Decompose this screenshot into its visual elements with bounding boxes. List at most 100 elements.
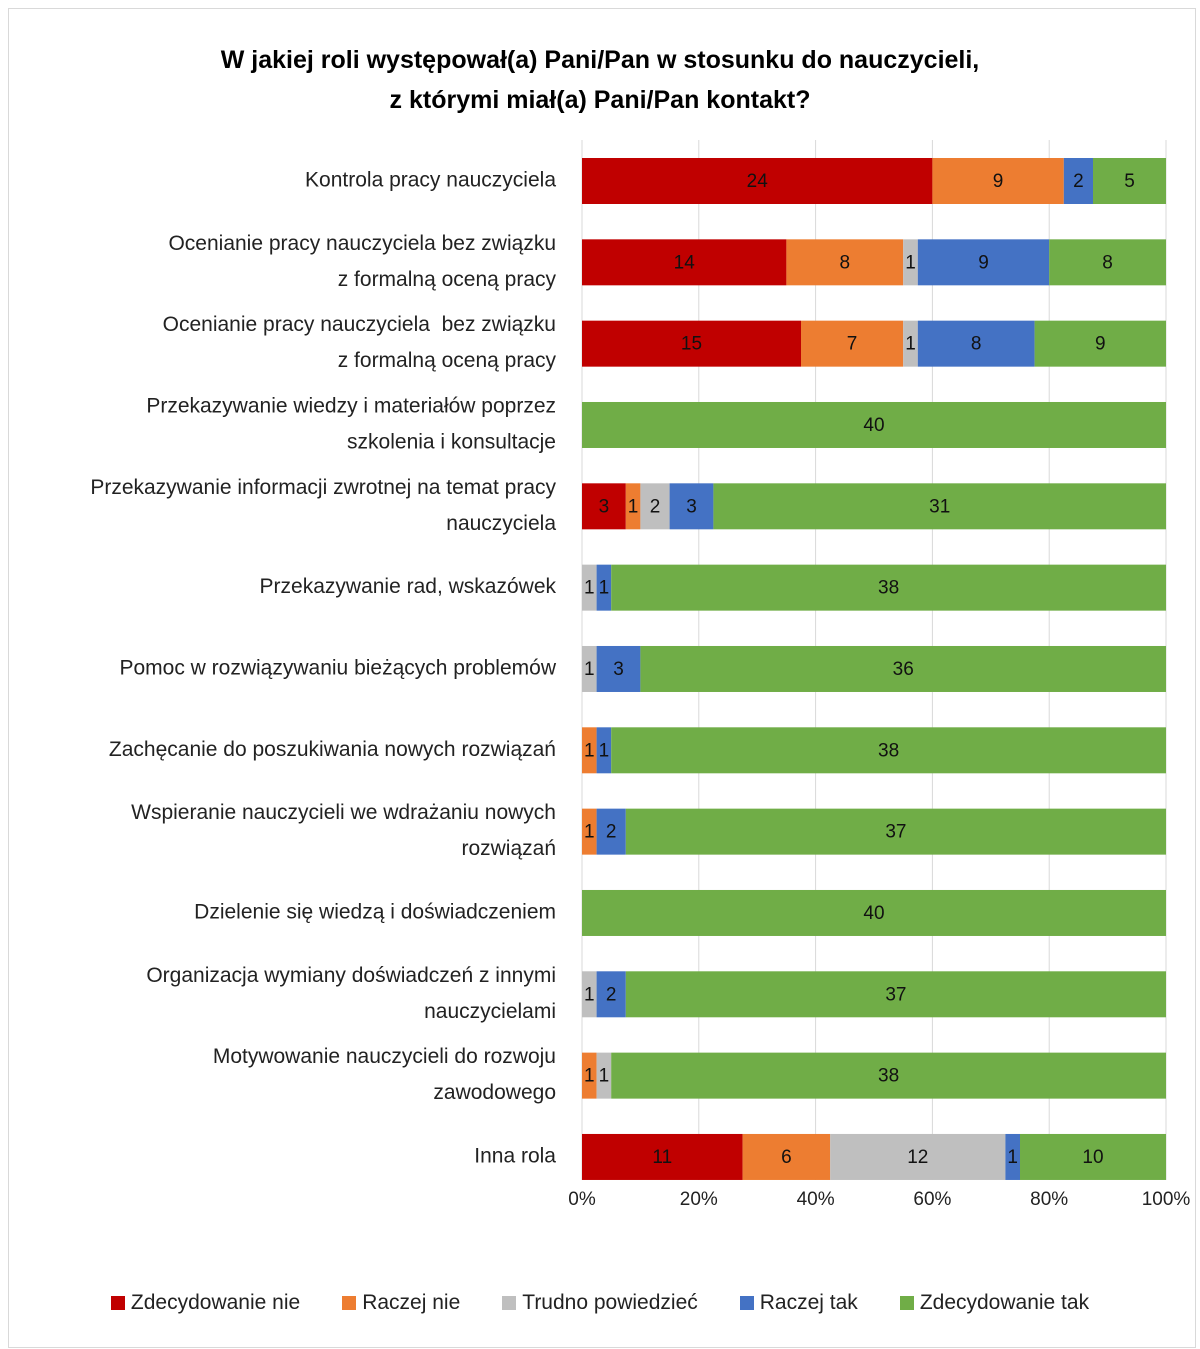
bar-segment — [742, 1133, 831, 1180]
bar-segment — [582, 239, 787, 286]
bar-segment — [932, 158, 1064, 204]
bar-segment — [1093, 158, 1166, 204]
legend-swatch — [502, 1296, 517, 1310]
legend-swatch — [739, 1296, 754, 1310]
bar-segment — [1034, 320, 1166, 367]
category-label: Wspieranie nauczycieli we wdrażaniu nowy… — [131, 801, 556, 824]
bar-segment — [830, 1133, 1006, 1180]
category-label: Motywowanie nauczycieli do rozwoju — [213, 1045, 556, 1068]
data-label: 3 — [613, 659, 624, 680]
data-label: 1 — [599, 578, 610, 599]
category-label: Ocenianie pracy nauczyciela bez związku — [163, 313, 556, 336]
category-label: z formalną oceną pracy — [338, 268, 557, 291]
bar-segment — [669, 483, 714, 530]
bar-segment — [786, 239, 904, 286]
data-label: 2 — [1073, 171, 1084, 192]
x-tick-label: 40% — [797, 1189, 835, 1210]
bar-segment — [917, 320, 1035, 367]
data-label: 38 — [878, 740, 899, 761]
data-label: 15 — [681, 334, 702, 355]
category-label: Przekazywanie informacji zwrotnej na tem… — [90, 476, 556, 499]
category-label: Ocenianie pracy nauczyciela bez związku — [168, 232, 556, 255]
data-label: 8 — [1102, 252, 1113, 273]
legend-label: Zdecydowanie tak — [919, 1291, 1090, 1314]
data-label: 12 — [907, 1147, 928, 1168]
legend-swatch — [110, 1296, 125, 1310]
data-label: 3 — [686, 496, 697, 517]
data-label: 24 — [747, 171, 769, 192]
data-label: 2 — [650, 496, 661, 517]
data-label: 9 — [1095, 334, 1106, 355]
data-label: 1 — [905, 252, 916, 273]
chart-title: W jakiej roli występował(a) Pani/Pan w s… — [0, 40, 1200, 120]
data-label: 10 — [1082, 1147, 1103, 1168]
category-label: Przekazywanie rad, wskazówek — [260, 575, 557, 598]
category-label: Inna rola — [474, 1145, 556, 1168]
data-label: 31 — [929, 496, 950, 517]
legend-label: Zdecydowanie nie — [130, 1291, 301, 1314]
chart-title-line-1: W jakiej roli występował(a) Pani/Pan w s… — [220, 46, 980, 74]
bar-segment — [625, 808, 1166, 855]
bar-segment — [582, 483, 626, 530]
chart-title-line-2: z którymi miał(a) Pani/Pan kontakt? — [389, 86, 811, 114]
data-label: 1 — [584, 659, 595, 680]
bar-segment — [1020, 1133, 1166, 1180]
bar-segment — [596, 808, 626, 855]
bar-segment — [903, 320, 918, 367]
x-tick-label: 80% — [1030, 1189, 1068, 1210]
bar-segment — [917, 239, 1050, 286]
bar-segment — [596, 645, 641, 692]
data-label: 1 — [584, 578, 595, 599]
data-label: 1 — [584, 740, 595, 761]
category-label: Pomoc w rozwiązywaniu bieżących problemó… — [119, 657, 556, 680]
data-label: 2 — [606, 822, 617, 843]
category-label: rozwiązań — [461, 837, 556, 860]
data-label: 1 — [1007, 1147, 1018, 1168]
legend-item: Raczej tak — [739, 1291, 858, 1315]
bar-segment — [596, 1052, 612, 1099]
bar-segment — [625, 971, 1166, 1018]
legend-item: Zdecydowanie tak — [899, 1291, 1090, 1315]
data-label: 3 — [599, 496, 610, 517]
data-label: 38 — [878, 1066, 899, 1087]
legend-label: Raczej tak — [759, 1291, 858, 1314]
data-label: 1 — [599, 740, 610, 761]
x-tick-label: 20% — [680, 1189, 718, 1210]
bar-segment — [1049, 239, 1166, 286]
data-label: 5 — [1124, 171, 1135, 192]
bar-segment — [582, 889, 1166, 936]
data-label: 37 — [885, 984, 906, 1005]
legend-swatch — [899, 1296, 914, 1310]
data-label: 40 — [863, 415, 884, 436]
category-label: nauczycielami — [424, 1000, 556, 1023]
bar-segment — [582, 808, 597, 855]
category-label: szkolenia i konsultacje — [347, 431, 556, 454]
bar-segment — [596, 971, 626, 1018]
data-label: 9 — [993, 171, 1004, 192]
data-label: 38 — [878, 578, 899, 599]
data-label: 1 — [584, 1066, 595, 1087]
category-label: Organizacja wymiany doświadczeń z innymi — [146, 964, 556, 987]
bar-segment — [582, 158, 933, 204]
category-label: Dzielenie się wiedzą i doświadczeniem — [194, 901, 556, 924]
legend-item: Zdecydowanie nie — [110, 1291, 301, 1315]
category-label: Zachęcanie do poszukiwania nowych rozwią… — [109, 738, 556, 761]
data-label: 14 — [674, 252, 696, 273]
data-label: 40 — [863, 903, 884, 924]
bar-segment — [611, 727, 1166, 774]
legend-swatch — [342, 1296, 357, 1310]
category-label: z formalną oceną pracy — [338, 349, 557, 372]
legend-item: Raczej nie — [342, 1291, 460, 1315]
x-tick-label: 100% — [1142, 1189, 1191, 1210]
bar-segment — [625, 483, 641, 530]
category-label: Przekazywanie wiedzy i materiałów poprze… — [146, 395, 556, 418]
bar-segment — [582, 1052, 597, 1099]
data-label: 7 — [847, 334, 858, 355]
bar-segment — [1005, 1133, 1020, 1180]
x-tick-label: 0% — [568, 1189, 596, 1210]
category-label: nauczyciela — [446, 512, 556, 535]
bar-segment — [582, 564, 597, 611]
data-label: 6 — [781, 1147, 792, 1168]
bar-segment — [611, 564, 1166, 611]
